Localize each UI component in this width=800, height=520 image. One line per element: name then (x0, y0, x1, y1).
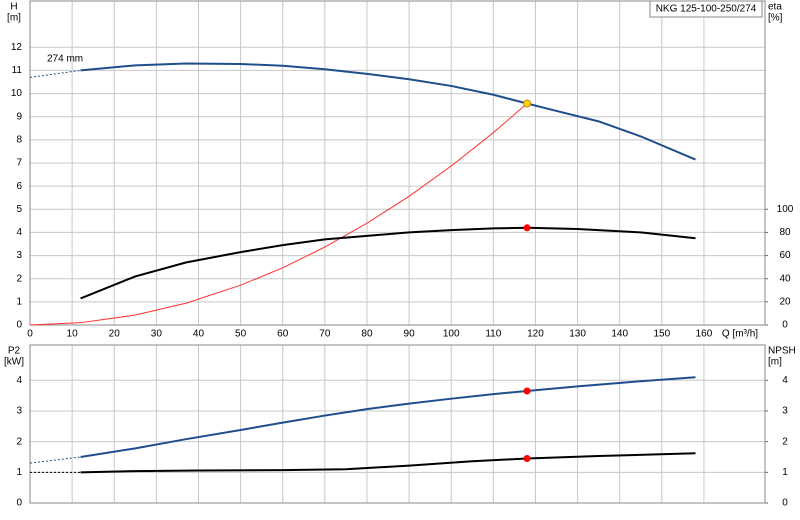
x-tick-label: 50 (235, 329, 247, 340)
y-tick-label: 12 (11, 42, 23, 53)
x-tick-label: 120 (527, 329, 544, 340)
x-axis-label: Q [m³/h] (722, 329, 758, 340)
y2-tick-label: 60 (779, 250, 791, 261)
y-tick-label: 0 (16, 498, 22, 509)
y-tick-label: 3 (16, 250, 22, 261)
annotation: 274 mm (47, 54, 83, 65)
curve (80, 226, 696, 300)
curve (80, 62, 696, 161)
y2-tick-label: 2 (782, 436, 788, 447)
y2-tick-label: 0 (782, 498, 788, 509)
operating-point (523, 455, 531, 463)
y-axis-unit: [kW] (4, 357, 24, 368)
y2-tick-label: 4 (782, 375, 788, 386)
operating-point (523, 387, 531, 395)
curve (29, 456, 81, 464)
y-tick-label: 5 (16, 204, 22, 215)
y-tick-label: 1 (16, 467, 22, 478)
x-tick-label: 160 (696, 329, 713, 340)
y2-tick-label: 80 (779, 227, 791, 238)
x-tick-label: 0 (27, 329, 33, 340)
y-tick-label: 4 (16, 227, 22, 238)
x-tick-label: 20 (109, 329, 121, 340)
x-tick-label: 150 (653, 329, 670, 340)
y2-axis-label: eta (768, 2, 782, 13)
y-axis-label: P2 (8, 346, 21, 357)
y2-tick-label: 100 (777, 204, 794, 215)
x-tick-label: 80 (361, 329, 373, 340)
x-tick-label: 90 (404, 329, 416, 340)
x-tick-label: 100 (443, 329, 460, 340)
x-tick-label: 130 (569, 329, 586, 340)
x-tick-label: 110 (485, 329, 501, 340)
x-tick-label: 30 (151, 329, 163, 340)
y-tick-label: 4 (16, 375, 22, 386)
curve (29, 69, 81, 78)
y-tick-label: 11 (12, 65, 23, 76)
curve (80, 376, 696, 458)
y-tick-label: 9 (16, 111, 22, 122)
y-tick-label: 2 (16, 273, 22, 284)
chart-title: NKG 125-100-250/274 (656, 4, 757, 15)
y2-axis-unit: [%] (768, 13, 783, 24)
operating-point (523, 99, 532, 108)
y-tick-label: 10 (11, 88, 23, 99)
y2-tick-label: 40 (779, 273, 791, 284)
y-tick-label: 0 (16, 320, 22, 331)
x-tick-label: 10 (67, 329, 79, 340)
y-axis-unit: [m] (7, 13, 21, 24)
y-tick-label: 7 (16, 158, 22, 169)
plot-frame (29, 0, 766, 326)
x-tick-label: 140 (611, 329, 628, 340)
y-tick-label: 3 (16, 406, 22, 417)
curve (29, 103, 528, 326)
operating-point (523, 224, 531, 232)
y-tick-label: 1 (16, 296, 22, 307)
x-tick-label: 70 (319, 329, 331, 340)
y-tick-label: 2 (16, 436, 22, 447)
plot-frame (29, 344, 766, 504)
x-tick-label: 60 (277, 329, 289, 340)
y-tick-label: 6 (16, 181, 22, 192)
y2-tick-label: 20 (779, 296, 791, 307)
x-tick-label: 40 (193, 329, 205, 340)
y2-tick-label: 1 (782, 467, 788, 478)
y2-axis-label: NPSH (768, 346, 796, 357)
title-box (649, 0, 763, 18)
y2-axis-unit: [m] (768, 357, 782, 368)
curve (80, 452, 696, 474)
y2-tick-label: 0 (782, 320, 788, 331)
y2-tick-label: 3 (782, 406, 788, 417)
y-axis-label: H (10, 2, 17, 13)
y-tick-label: 8 (16, 134, 22, 145)
